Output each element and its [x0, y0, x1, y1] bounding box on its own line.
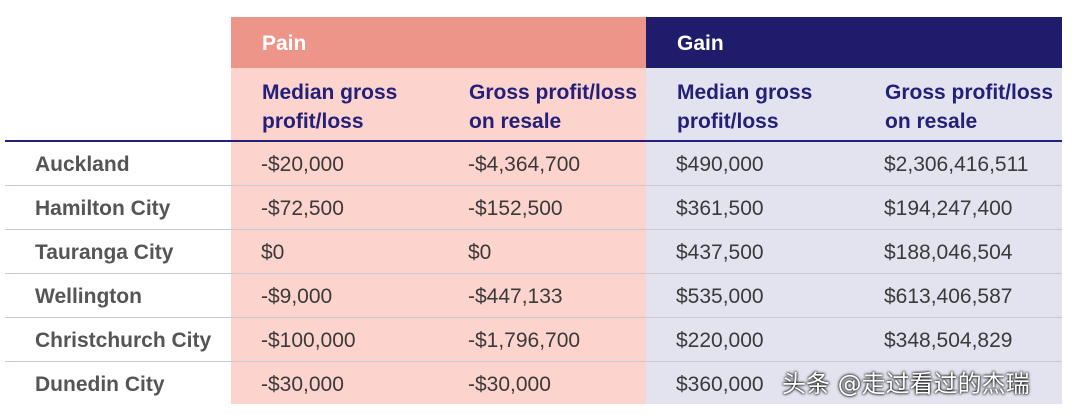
gain-header-band	[646, 17, 1062, 68]
city-cell: Wellington	[35, 285, 142, 308]
pain-gross-cell: -$447,133	[468, 285, 563, 308]
row-divider	[5, 185, 1062, 186]
city-cell: Christchurch City	[35, 329, 212, 352]
gain-column-band	[646, 68, 1062, 404]
table-row: Dunedin City -$30,000 -$30,000 $360,000	[5, 362, 1062, 406]
table-row: Tauranga City $0 $0 $437,500 $188,046,50…	[5, 230, 1062, 274]
row-divider	[5, 229, 1062, 230]
table-row: Hamilton City -$72,500 -$152,500 $361,50…	[5, 186, 1062, 230]
gain-median-cell: $490,000	[676, 153, 764, 176]
pain-median-cell: -$72,500	[261, 197, 344, 220]
table-row: Wellington -$9,000 -$447,133 $535,000 $6…	[5, 274, 1062, 318]
gain-median-header: Median gross profit/loss	[677, 81, 813, 133]
gain-group-title: Gain	[677, 32, 724, 55]
gain-median-cell: $437,500	[676, 241, 764, 264]
city-cell: Auckland	[35, 153, 130, 176]
pain-median-cell: -$30,000	[261, 373, 344, 396]
pain-median-cell: -$9,000	[261, 285, 333, 308]
gain-gross-header: Gross profit/loss on resale	[885, 81, 1054, 133]
city-cell: Dunedin City	[35, 373, 165, 396]
gain-median-cell: $360,000	[676, 373, 764, 396]
pain-gross-cell: -$152,500	[468, 197, 563, 220]
gain-median-cell: $220,000	[676, 329, 764, 352]
row-divider	[5, 361, 1062, 362]
pain-gross-cell: $0	[468, 241, 492, 264]
gain-gross-cell: $348,504,829	[884, 329, 1013, 352]
pain-header-band	[231, 17, 646, 68]
source-watermark: 头条 @走过看过的杰瑞	[782, 370, 1030, 398]
pain-gross-cell: -$1,796,700	[468, 329, 581, 352]
pain-median-header: Median gross profit/loss	[262, 81, 398, 133]
gain-gross-cell: $194,247,400	[884, 197, 1013, 220]
table-row: Christchurch City -$100,000 -$1,796,700 …	[5, 318, 1062, 362]
gain-median-cell: $361,500	[676, 197, 764, 220]
pain-gross-cell: -$4,364,700	[468, 153, 581, 176]
pain-group-title: Pain	[262, 32, 307, 55]
pain-gross-cell: -$30,000	[468, 373, 551, 396]
gain-gross-cell: $613,406,587	[884, 285, 1013, 308]
pain-median-cell: -$100,000	[261, 329, 356, 352]
gain-median-cell: $535,000	[676, 285, 764, 308]
city-cell: Hamilton City	[35, 197, 171, 220]
pain-median-cell: -$20,000	[261, 153, 344, 176]
city-cell: Tauranga City	[35, 241, 174, 264]
gain-gross-cell: $2,306,416,511	[884, 153, 1029, 176]
pain-gross-header: Gross profit/loss on resale	[469, 81, 638, 133]
pain-column-band	[231, 68, 646, 404]
row-divider	[5, 317, 1062, 318]
header-rule	[5, 140, 1062, 142]
table-row: Auckland -$20,000 -$4,364,700 $490,000 $…	[5, 142, 1062, 186]
row-divider	[5, 273, 1062, 274]
pain-median-cell: $0	[261, 241, 285, 264]
gain-gross-cell: $188,046,504	[884, 241, 1013, 264]
